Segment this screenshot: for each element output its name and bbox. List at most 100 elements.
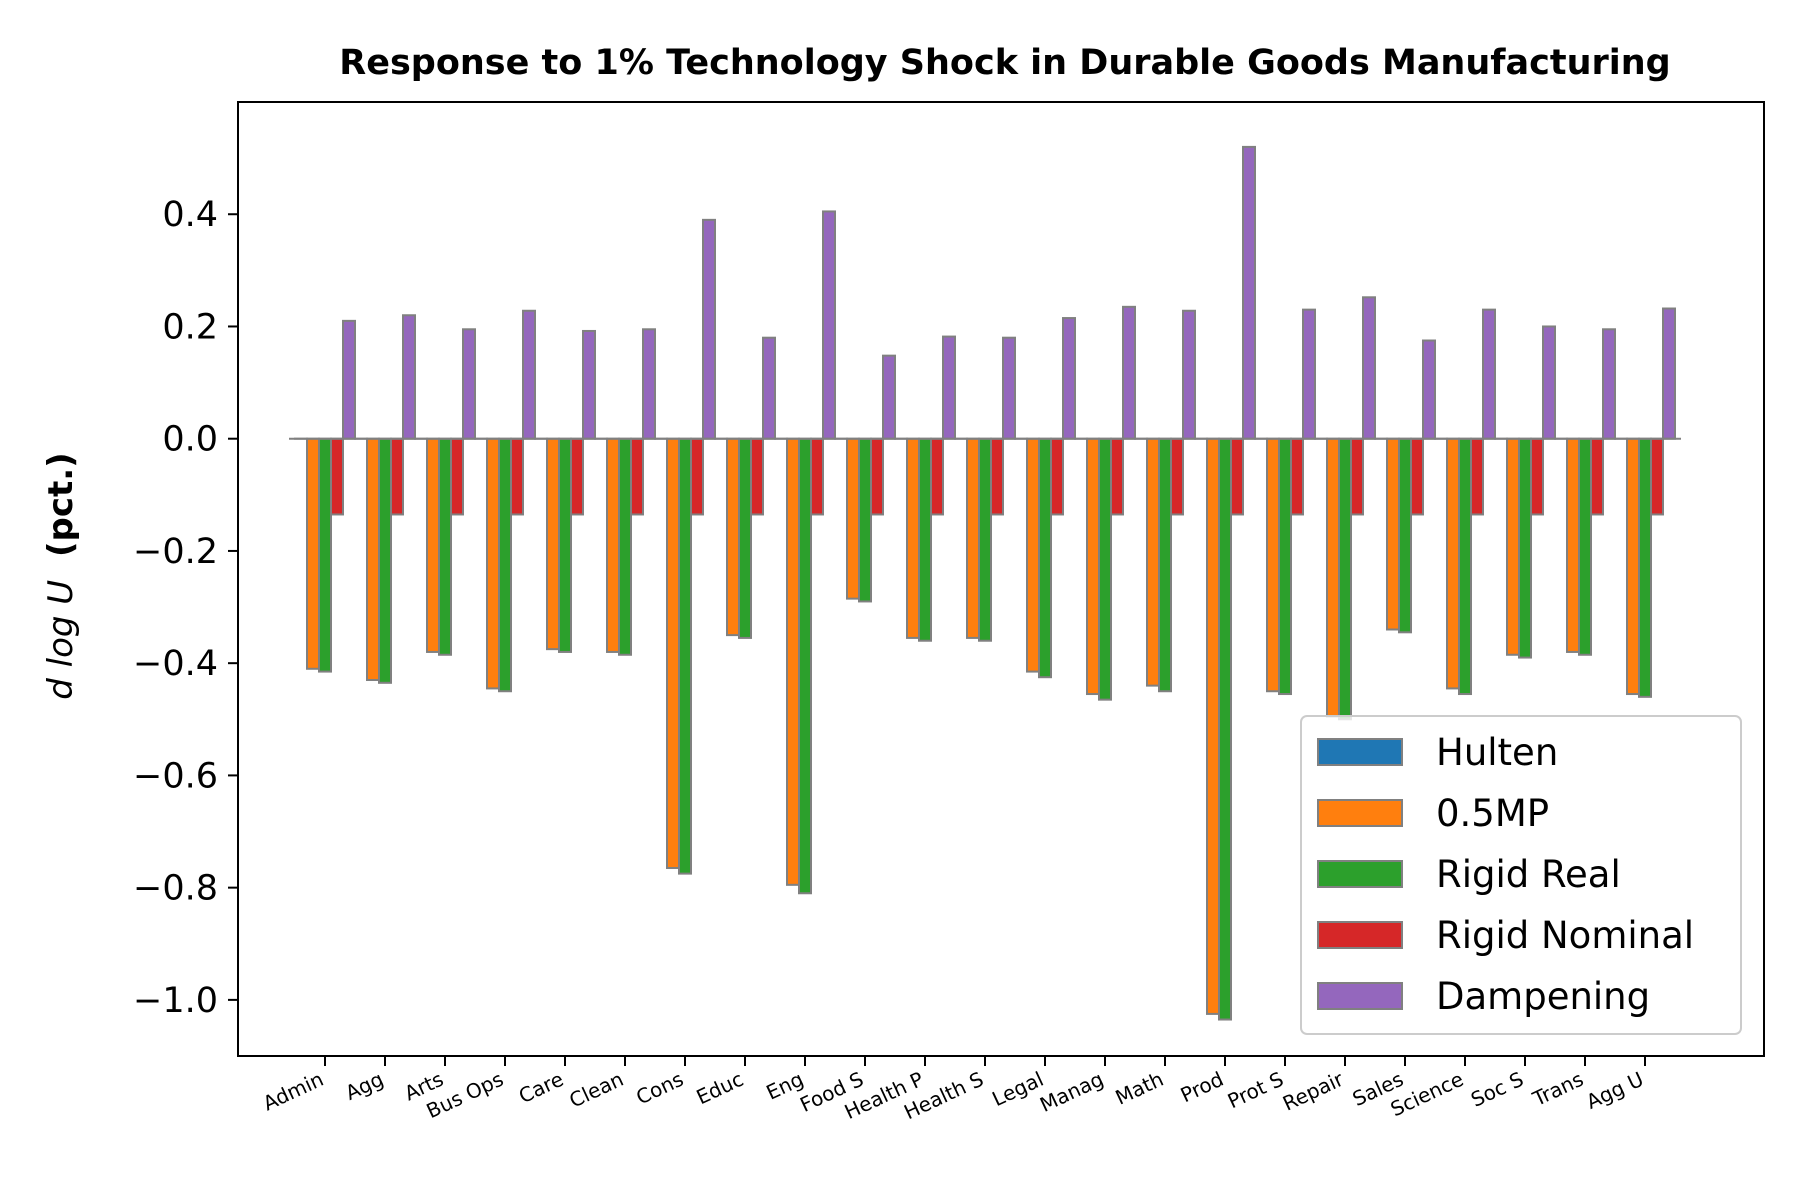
- bar-dampening-soc-s: [1542, 325, 1556, 440]
- y-axis: 0.4 0.2 0.0 −0.2 −0.4 −0.6 −0.8 −1.0: [133, 195, 238, 1021]
- bar-rigid-real-cons: [678, 437, 692, 875]
- x-tick-label: Agg: [342, 1067, 388, 1105]
- legend-swatch: [1317, 982, 1403, 1010]
- y-axis-label-math: d log U: [41, 580, 81, 700]
- bar-dampening-food-s: [882, 354, 896, 440]
- x-tick-label: Repair: [1279, 1066, 1348, 1115]
- bar-0-5mp-science: [1446, 437, 1460, 690]
- y-axis-label: d log U (pct.): [41, 452, 81, 699]
- bar-0-5mp-bus-ops: [486, 437, 500, 690]
- bar-0-5mp-educ: [726, 437, 740, 637]
- bar-dampening-science: [1482, 308, 1496, 440]
- bar-0-5mp-care: [546, 437, 560, 651]
- bar-rigid-nominal-repair: [1350, 437, 1364, 516]
- bar-dampening-care: [582, 329, 596, 440]
- bar-rigid-nominal-prot-s: [1290, 437, 1304, 516]
- svg-text:d log U (pct.): d log U (pct.): [41, 452, 81, 699]
- bar-rigid-real-food-s: [858, 437, 872, 603]
- y-tick-label: −0.2: [133, 532, 218, 572]
- bar-0-5mp-trans: [1566, 437, 1580, 653]
- x-tick-label: Legal: [988, 1067, 1047, 1111]
- legend-swatch: [1317, 921, 1403, 949]
- bar-rigid-nominal-science: [1470, 437, 1484, 516]
- legend-swatch: [1317, 860, 1403, 888]
- bar-rigid-real-math: [1158, 437, 1172, 693]
- bar-dampening-agg-u: [1662, 307, 1676, 440]
- y-tick-label: −1.0: [133, 981, 218, 1021]
- bar-dampening-math: [1182, 309, 1196, 440]
- legend-label: Dampening: [1436, 975, 1650, 1018]
- bar-0-5mp-sales: [1386, 437, 1400, 631]
- x-tick-label: Trans: [1528, 1067, 1587, 1112]
- x-tick-label: Prod: [1177, 1067, 1227, 1108]
- bar-rigid-nominal-educ: [750, 437, 764, 516]
- bar-0-5mp-admin: [306, 437, 320, 670]
- legend-label: Hulten: [1436, 731, 1558, 774]
- bar-dampening-health-s: [1002, 336, 1016, 440]
- bar-0-5mp-soc-s: [1506, 437, 1520, 656]
- bar-dampening-arts: [462, 328, 476, 440]
- bar-rigid-real-educ: [738, 437, 752, 639]
- bar-dampening-sales: [1422, 339, 1436, 440]
- bar-rigid-real-prod: [1218, 437, 1232, 1021]
- x-tick-label: Agg U: [1583, 1067, 1648, 1114]
- bar-rigid-nominal-food-s: [870, 437, 884, 516]
- bar-dampening-repair: [1362, 296, 1376, 440]
- bar-rigid-nominal-prod: [1230, 437, 1244, 516]
- bar-dampening-clean: [642, 328, 656, 440]
- bar-0-5mp-math: [1146, 437, 1160, 687]
- y-axis-label-unit: (pct.): [41, 452, 81, 557]
- x-tick-label: Soc S: [1467, 1067, 1527, 1112]
- bar-0-5mp-repair: [1326, 437, 1340, 718]
- bar-rigid-nominal-cons: [690, 437, 704, 516]
- bar-dampening-admin: [342, 319, 356, 440]
- bar-dampening-prot-s: [1302, 308, 1316, 440]
- bar-rigid-real-sales: [1398, 437, 1412, 634]
- x-tick-label: Manag: [1036, 1067, 1107, 1117]
- bar-rigid-nominal-sales: [1410, 437, 1424, 516]
- bar-rigid-real-prot-s: [1278, 437, 1292, 696]
- x-tick-label: Care: [515, 1067, 567, 1108]
- bar-rigid-real-repair: [1338, 437, 1352, 721]
- bar-rigid-nominal-manag: [1110, 437, 1124, 516]
- x-tick-label: Admin: [259, 1067, 327, 1116]
- bar-rigid-real-trans: [1578, 437, 1592, 656]
- bar-rigid-real-science: [1458, 437, 1472, 696]
- bar-rigid-nominal-math: [1170, 437, 1184, 516]
- y-tick-label: −0.6: [133, 756, 218, 796]
- bar-0-5mp-clean: [606, 437, 620, 653]
- bar-dampening-manag: [1122, 305, 1136, 440]
- bar-rigid-real-health-p: [918, 437, 932, 642]
- bar-0-5mp-food-s: [846, 437, 860, 600]
- x-tick-label: Prot S: [1224, 1067, 1287, 1114]
- bar-rigid-real-arts: [438, 437, 452, 656]
- y-tick-label: 0.0: [162, 420, 218, 460]
- bar-dampening-legal: [1062, 317, 1076, 440]
- bar-dampening-trans: [1602, 328, 1616, 440]
- bar-0-5mp-health-s: [966, 437, 980, 639]
- bars-layer: [294, 145, 1676, 1021]
- bar-rigid-nominal-trans: [1590, 437, 1604, 516]
- bar-dampening-health-p: [942, 335, 956, 440]
- y-tick-label: −0.8: [133, 869, 218, 909]
- legend: Hulten 0.5MP Rigid Real Rigid Nominal Dampen…: [1300, 715, 1742, 1035]
- bar-dampening-cons: [702, 218, 716, 440]
- bar-rigid-nominal-soc-s: [1530, 437, 1544, 516]
- bar-rigid-nominal-bus-ops: [510, 437, 524, 516]
- legend-label: Rigid Nominal: [1436, 914, 1694, 957]
- bar-rigid-real-soc-s: [1518, 437, 1532, 659]
- bar-dampening-agg: [402, 314, 416, 440]
- bar-rigid-real-admin: [318, 437, 332, 673]
- legend-label: 0.5MP: [1436, 792, 1549, 835]
- bar-0-5mp-arts: [426, 437, 440, 653]
- bar-rigid-nominal-arts: [450, 437, 464, 516]
- bar-rigid-real-care: [558, 437, 572, 653]
- chart-title: Response to 1% Technology Shock in Durab…: [339, 43, 1671, 83]
- y-tick-label: 0.2: [162, 307, 218, 347]
- bar-dampening-educ: [762, 336, 776, 440]
- legend-swatch: [1317, 738, 1403, 766]
- bar-0-5mp-eng: [786, 437, 800, 886]
- bar-rigid-nominal-admin: [330, 437, 344, 516]
- bar-rigid-real-clean: [618, 437, 632, 656]
